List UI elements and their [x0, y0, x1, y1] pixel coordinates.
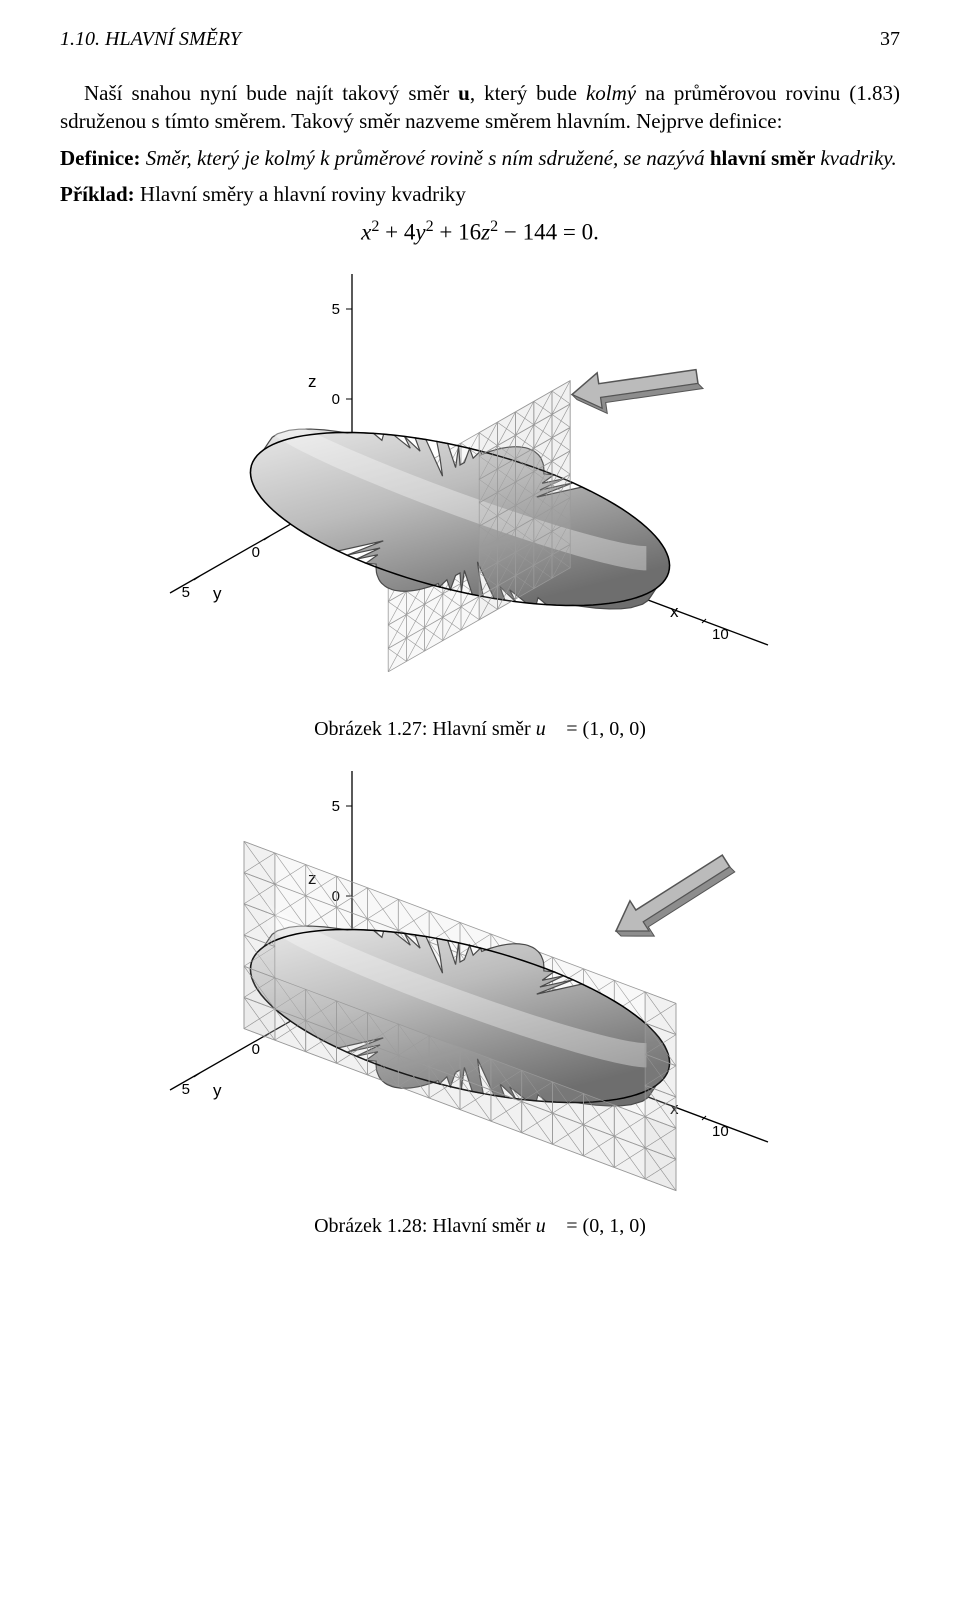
text-run: Hlavní směry a hlavní roviny kvadriky	[140, 182, 466, 206]
figure-1-28-svg: –505z–505y–10010x	[160, 771, 800, 1211]
equation-quadric: x2 + 4y2 + 16z2 − 144 = 0.	[60, 218, 900, 246]
svg-text:10: 10	[712, 1123, 729, 1140]
text-run: kvadriky.	[820, 146, 896, 170]
figure-1-27-caption: Obrázek 1.27: Hlavní směr u⃗ = (1, 0, 0)	[60, 718, 900, 741]
svg-text:5: 5	[332, 798, 340, 815]
text-run: Naší snahou nyní bude najít takový směr	[84, 81, 458, 105]
section-number: 1.10. HLAVNÍ SMĚRY	[60, 28, 241, 51]
text-run: kolmý	[586, 81, 636, 105]
example-paragraph: Příklad: Hlavní směry a hlavní roviny kv…	[60, 180, 900, 208]
caption-vector: u⃗	[536, 718, 562, 740]
intro-paragraph: Naší snahou nyní bude najít takový směr …	[60, 79, 900, 136]
example-label: Příklad:	[60, 182, 140, 206]
text-run: Směr, který je kolmý k průměrové rovině …	[146, 146, 710, 170]
figure-1-28: –505z–505y–10010x Obrázek 1.28: Hlavní s…	[60, 771, 900, 1238]
definition-label: Definice:	[60, 146, 146, 170]
svg-text:10: 10	[712, 626, 729, 643]
text-run: , který bude	[470, 81, 586, 105]
running-header: 1.10. HLAVNÍ SMĚRY 37	[60, 28, 900, 51]
svg-text:0: 0	[252, 544, 260, 561]
caption-text: Obrázek 1.28: Hlavní směr	[314, 1215, 536, 1237]
definition-paragraph: Definice: Směr, který je kolmý k průměro…	[60, 144, 900, 172]
caption-vector: u⃗	[536, 1215, 562, 1237]
svg-text:0: 0	[332, 391, 340, 408]
svg-text:5: 5	[332, 301, 340, 318]
term-hlavni-smer: hlavní směr	[710, 146, 820, 170]
figure-1-27: –505z–505y–10010x Obrázek 1.27: Hlavní s…	[60, 274, 900, 741]
page-number: 37	[880, 28, 900, 51]
svg-text:5: 5	[182, 1081, 190, 1098]
svg-text:5: 5	[182, 584, 190, 601]
svg-text:x: x	[670, 602, 679, 621]
vector-u: u	[458, 81, 470, 105]
svg-text:z: z	[308, 372, 317, 391]
svg-text:y: y	[213, 1081, 222, 1100]
figure-1-27-svg: –505z–505y–10010x	[160, 274, 800, 714]
svg-text:0: 0	[252, 1041, 260, 1058]
figure-1-28-caption: Obrázek 1.28: Hlavní směr u⃗ = (0, 1, 0)	[60, 1215, 900, 1238]
svg-text:y: y	[213, 584, 222, 603]
caption-text: Obrázek 1.27: Hlavní směr	[314, 718, 536, 740]
